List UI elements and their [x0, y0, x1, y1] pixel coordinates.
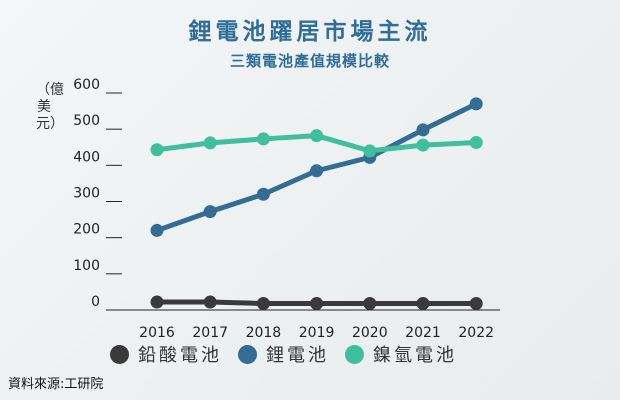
source-note: 資料來源:工研院: [8, 377, 104, 392]
data-point-lithium: [416, 123, 430, 137]
data-point-lead-acid: [150, 295, 164, 309]
data-point-nimh: [203, 136, 217, 150]
legend-label-lithium: 鋰電池: [266, 345, 329, 366]
legend-label-lead-acid: 鉛酸電池: [138, 345, 222, 366]
legend-item-nimh: 鎳氫電池: [345, 341, 457, 367]
data-point-lead-acid: [203, 295, 217, 309]
x-tick-label: 2016: [139, 325, 175, 341]
chart-title: 鋰電池躍居市場主流: [188, 19, 432, 45]
data-point-lithium: [203, 205, 217, 219]
legend-swatch-nimh: [345, 344, 364, 364]
data-point-nimh: [363, 144, 377, 158]
y-tick-label: 400: [73, 149, 100, 165]
data-point-lithium: [256, 187, 270, 201]
data-point-lithium: [469, 97, 483, 111]
data-point-lithium: [310, 164, 324, 178]
x-tick-label: 2022: [458, 325, 494, 341]
chart-subtitle: 三類電池產值規模比較: [229, 52, 390, 70]
data-point-nimh: [310, 129, 324, 143]
data-point-lead-acid: [416, 296, 430, 310]
data-point-lead-acid: [363, 296, 377, 310]
data-point-nimh: [469, 136, 483, 150]
y-tick-label: 300: [73, 186, 100, 202]
legend-item-lead-acid: 鉛酸電池: [110, 341, 222, 367]
data-point-lithium: [150, 223, 164, 237]
x-tick-label: 2018: [246, 325, 282, 341]
data-point-nimh: [256, 132, 270, 146]
y-tick-label: 500: [73, 113, 100, 129]
legend-label-nimh: 鎳氫電池: [373, 345, 457, 366]
x-tick-label: 2019: [299, 325, 335, 341]
data-point-nimh: [416, 138, 430, 152]
x-tick-label: 2020: [352, 325, 388, 341]
data-point-lead-acid: [310, 296, 324, 310]
legend-swatch-lead-acid: [110, 344, 129, 364]
legend-item-lithium: 鋰電池: [238, 341, 329, 367]
y-tick-label: 0: [91, 294, 100, 310]
legend-swatch-lithium: [238, 344, 257, 364]
data-point-nimh: [150, 143, 164, 157]
x-tick-label: 2021: [405, 325, 441, 341]
y-tick-label: 100: [73, 258, 100, 274]
legend: 鉛酸電池 鋰電池 鎳氫電池: [110, 340, 473, 368]
x-tick-label: 2017: [192, 325, 228, 341]
y-tick-label: 200: [73, 222, 100, 238]
data-point-lead-acid: [256, 296, 270, 310]
data-point-lead-acid: [469, 296, 483, 310]
y-tick-label: 600: [73, 77, 100, 93]
